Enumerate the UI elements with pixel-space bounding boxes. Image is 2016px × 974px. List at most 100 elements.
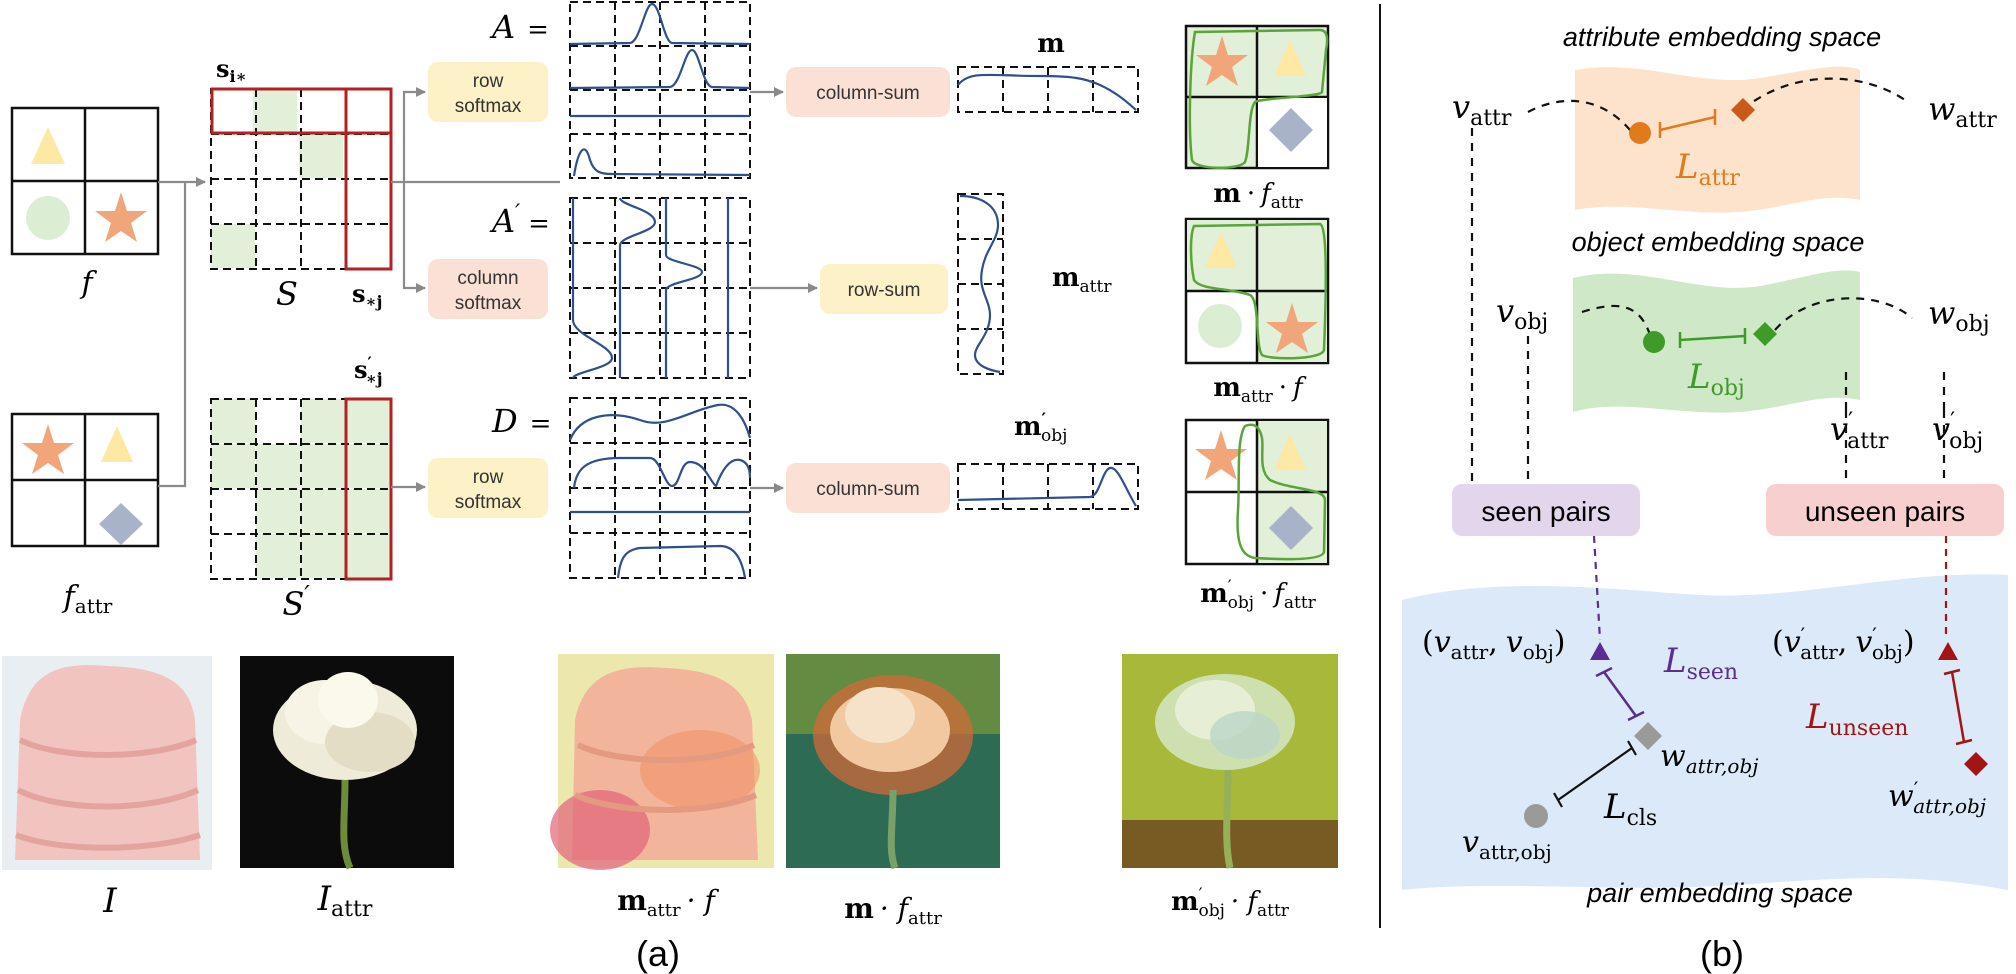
si-label: si∗	[216, 54, 247, 86]
pair-space-title: pair embedding space	[1586, 878, 1853, 908]
v-attr-obj-label: vattr,obj	[1462, 825, 1552, 864]
similarity-matrix-S	[210, 87, 393, 271]
pair-embedding-space	[1402, 574, 2008, 890]
photo-mobj-label: m′ obj · fattr	[1171, 885, 1290, 921]
photo-Iattr-label: Iattr	[317, 879, 373, 922]
matrix-D	[568, 397, 752, 579]
S-label: S	[276, 275, 298, 313]
result-3-label: m′ obj · fattr	[1200, 577, 1316, 613]
w-obj-point	[1753, 322, 1777, 346]
connector-S-to-column-softmax	[402, 182, 426, 293]
unseen-tuple-label: (v′ attr, v′ obj)	[1772, 623, 1915, 664]
w-attr-point	[1731, 98, 1755, 122]
feature-map-f	[10, 106, 160, 256]
column-sum-box-1: column-sum	[786, 67, 950, 117]
svg-text:row: row	[473, 467, 504, 488]
result-2-label: mattr · f	[1213, 373, 1307, 407]
svg-text:column: column	[457, 268, 518, 289]
L-obj-label: Lobj	[1687, 357, 1745, 401]
v-obj-label: vobj	[1496, 292, 1548, 335]
svg-text:row: row	[473, 71, 504, 92]
caption-a: (a)	[636, 933, 680, 974]
obj-loss-bar	[1678, 328, 1747, 348]
v-prime-attr-label: v′ attr	[1830, 409, 1889, 454]
seen-tuple-label: (vattr, vobj)	[1422, 625, 1566, 664]
photo-I-label: I	[102, 881, 117, 921]
spj-label: s′ ∗j	[354, 353, 383, 388]
heatmap-flower	[786, 654, 1000, 870]
dashed-v-obj-curve	[1581, 304, 1652, 336]
similarity-matrix-S-prime	[210, 397, 393, 581]
star-icon	[22, 424, 74, 474]
column-softmax-box: column softmax	[428, 259, 548, 319]
seen-loss-bar	[1595, 666, 1645, 722]
column-sum-box-2: column-sum	[786, 463, 950, 513]
result-grid-2	[1184, 217, 1330, 365]
A-label: A =	[489, 8, 549, 46]
svg-text:unseen pairs: unseen pairs	[1805, 496, 1965, 527]
star-icon	[1266, 303, 1318, 353]
L-unseen-label: Lunseen	[1805, 697, 1908, 741]
mask-m-obj-prime	[957, 463, 1139, 510]
circle-icon	[26, 196, 70, 240]
v-attr-point	[1629, 122, 1651, 144]
connector-S-to-row-softmax	[391, 87, 426, 184]
result-grid-1	[1184, 24, 1330, 170]
svg-text:column-sum: column-sum	[816, 83, 919, 104]
diamond-icon	[99, 503, 143, 545]
wp-attr-obj-label: w′ attr,obj	[1888, 777, 1986, 818]
seen-pair-point	[1590, 642, 1610, 660]
diamond-icon	[1269, 108, 1313, 152]
L-cls-label: Lcls	[1603, 787, 1657, 831]
mobj-label: m′ obj	[1014, 410, 1067, 446]
w-attr-label: wattr	[1928, 90, 1997, 133]
photo-flower	[240, 656, 454, 870]
dashed-link-v-obj-top	[1844, 372, 1946, 410]
svg-text:softmax: softmax	[455, 293, 522, 314]
triangle-icon	[1274, 40, 1306, 76]
svg-text:softmax: softmax	[455, 492, 522, 513]
attr-loss-bar	[1658, 109, 1717, 138]
heatmap-flower-obj	[1122, 654, 1338, 869]
v-prime-obj-label: v′ obj	[1932, 409, 1983, 454]
attr-space-title: attribute embedding space	[1563, 22, 1881, 52]
w-obj-label: wobj	[1928, 294, 1990, 337]
column-highlight	[344, 397, 393, 581]
triangle-icon	[1205, 232, 1237, 268]
mask-m	[957, 66, 1139, 113]
star-icon	[1195, 430, 1247, 480]
star-icon	[1196, 36, 1248, 86]
A-prime-label: A′ =	[489, 201, 550, 240]
heatmap-bag	[550, 654, 774, 870]
wp-attr-obj-point	[1964, 752, 1988, 776]
seen-pairs-box: seen pairs	[1452, 484, 1640, 536]
panel-b: attribute embedding space object embeddi…	[1402, 22, 2008, 974]
unseen-pairs-box: unseen pairs	[1766, 484, 2004, 536]
diamond-icon	[1269, 506, 1313, 550]
mask-m-attr	[957, 193, 1004, 375]
L-seen-label: Lseen	[1663, 641, 1738, 685]
unseen-pair-point	[1938, 642, 1958, 660]
matrix-A	[569, 1, 751, 179]
triangle-icon	[31, 127, 65, 164]
photo-mattr-label: mattr · f	[617, 884, 719, 921]
dashed-w-attr-curve	[1741, 77, 1906, 111]
mattr-label: mattr	[1052, 263, 1112, 297]
result-grid-3	[1184, 418, 1330, 566]
row-sum-box: row-sum	[820, 264, 948, 314]
seen-dashed-link	[1592, 535, 1602, 641]
feature-map-fattr	[10, 412, 160, 548]
w-attr-obj-point	[1634, 722, 1662, 750]
circle-icon	[1198, 304, 1242, 348]
matrix-A-prime	[569, 197, 751, 379]
attr-embedding-space	[1575, 66, 1860, 213]
v-attr-obj-point	[1524, 804, 1548, 828]
column-highlight	[344, 87, 393, 271]
svg-text:softmax: softmax	[455, 96, 522, 117]
v-obj-point	[1643, 331, 1665, 353]
star-icon	[95, 192, 147, 242]
obj-embedding-space	[1573, 270, 1860, 413]
dashed-w-obj-curve	[1774, 297, 1913, 331]
row-softmax-box-2: row softmax	[428, 458, 548, 518]
